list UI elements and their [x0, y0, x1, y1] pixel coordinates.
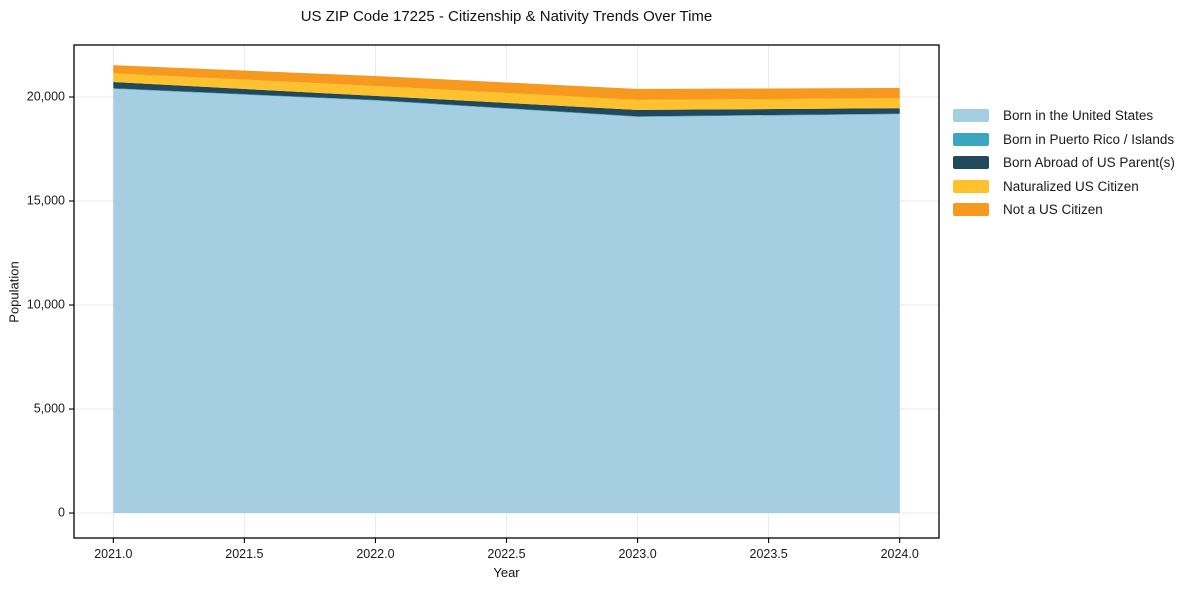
- legend-label: Born in the United States: [1003, 108, 1154, 124]
- legend-item: Naturalized US Citizen: [953, 175, 1175, 199]
- legend-item: Born in the United States: [953, 104, 1175, 128]
- legend: Born in the United States Born in Puerto…: [953, 104, 1175, 222]
- area-series-4: [113, 65, 900, 100]
- area-series-0: [113, 88, 900, 514]
- legend-label: Born Abroad of US Parent(s): [1003, 155, 1175, 171]
- legend-swatch-icon: [953, 156, 989, 170]
- legend-label: Naturalized US Citizen: [1003, 178, 1139, 194]
- x-tick-label: 2023.0: [618, 547, 656, 561]
- x-tick-label: 2024.0: [881, 547, 919, 561]
- legend-item: Not a US Citizen: [953, 198, 1175, 222]
- legend-label: Born in Puerto Rico / Islands: [1003, 131, 1175, 147]
- y-tick-label: 0: [58, 505, 65, 519]
- x-tick-label: 2023.5: [750, 547, 788, 561]
- x-tick-label: 2021.0: [94, 547, 132, 561]
- legend-swatch-icon: [953, 203, 989, 217]
- legend-item: Born in Puerto Rico / Islands: [953, 128, 1175, 152]
- chart-title: US ZIP Code 17225 - Citizenship & Nativi…: [300, 8, 713, 25]
- y-tick-label: 10,000: [27, 297, 65, 311]
- y-tick-label: 5,000: [34, 401, 65, 415]
- y-tick-label: 15,000: [27, 193, 65, 207]
- legend-swatch-icon: [953, 132, 989, 146]
- legend-item: Born Abroad of US Parent(s): [953, 151, 1175, 175]
- area-series-3: [113, 73, 900, 110]
- y-tick-label: 20,000: [27, 89, 65, 103]
- x-tick-label: 2022.5: [487, 547, 525, 561]
- legend-label: Not a US Citizen: [1003, 202, 1103, 218]
- x-tick-label: 2021.5: [225, 547, 263, 561]
- x-axis-label: Year: [493, 565, 520, 580]
- legend-swatch-icon: [953, 179, 989, 193]
- area-series-2: [113, 82, 900, 117]
- legend-swatch-icon: [953, 109, 989, 123]
- x-tick-label: 2022.0: [356, 547, 394, 561]
